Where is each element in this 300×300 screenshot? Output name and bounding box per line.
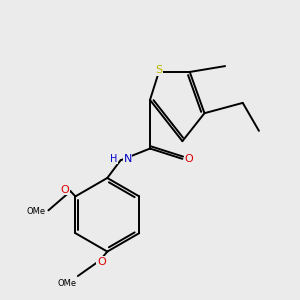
Text: OMe: OMe bbox=[57, 279, 76, 288]
Text: OMe: OMe bbox=[26, 207, 46, 216]
Text: N: N bbox=[124, 154, 132, 164]
Text: O: O bbox=[185, 154, 194, 164]
Text: O: O bbox=[60, 185, 69, 195]
Text: S: S bbox=[155, 65, 162, 76]
Text: O: O bbox=[97, 257, 106, 267]
Text: H: H bbox=[110, 154, 117, 164]
